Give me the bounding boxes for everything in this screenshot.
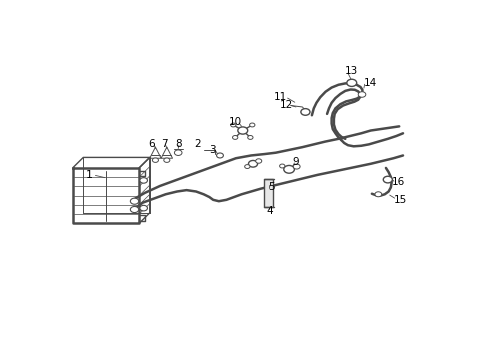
Text: 3: 3 [209, 145, 216, 155]
Text: 13: 13 [345, 67, 359, 76]
Text: 11: 11 [274, 92, 287, 102]
Circle shape [358, 92, 366, 97]
Text: 5: 5 [268, 183, 274, 192]
Circle shape [245, 165, 250, 168]
Circle shape [233, 135, 238, 139]
Text: 1: 1 [86, 170, 93, 180]
Circle shape [248, 135, 253, 139]
Circle shape [174, 150, 182, 156]
Circle shape [347, 79, 357, 86]
Circle shape [256, 159, 262, 163]
Text: 12: 12 [279, 100, 293, 110]
Circle shape [284, 166, 294, 173]
Text: 15: 15 [394, 195, 408, 205]
Circle shape [249, 123, 255, 127]
Circle shape [140, 205, 147, 211]
Circle shape [248, 161, 258, 167]
Circle shape [383, 176, 392, 183]
Circle shape [231, 123, 236, 127]
Circle shape [130, 198, 139, 204]
Text: 16: 16 [392, 177, 405, 187]
Circle shape [164, 158, 170, 162]
Text: 7: 7 [161, 139, 168, 149]
Circle shape [301, 109, 310, 115]
Circle shape [152, 158, 158, 162]
Text: 9: 9 [293, 157, 299, 167]
Circle shape [375, 192, 382, 197]
Text: 10: 10 [229, 117, 242, 127]
Circle shape [294, 164, 300, 169]
Text: 4: 4 [266, 206, 272, 216]
Text: 2: 2 [195, 139, 201, 149]
Circle shape [140, 177, 147, 183]
Text: 6: 6 [148, 139, 154, 149]
Bar [265, 179, 273, 207]
Circle shape [217, 153, 223, 158]
Text: 14: 14 [364, 77, 377, 87]
Circle shape [238, 127, 248, 134]
Circle shape [130, 207, 139, 212]
Text: 8: 8 [175, 139, 182, 149]
Circle shape [280, 164, 285, 168]
